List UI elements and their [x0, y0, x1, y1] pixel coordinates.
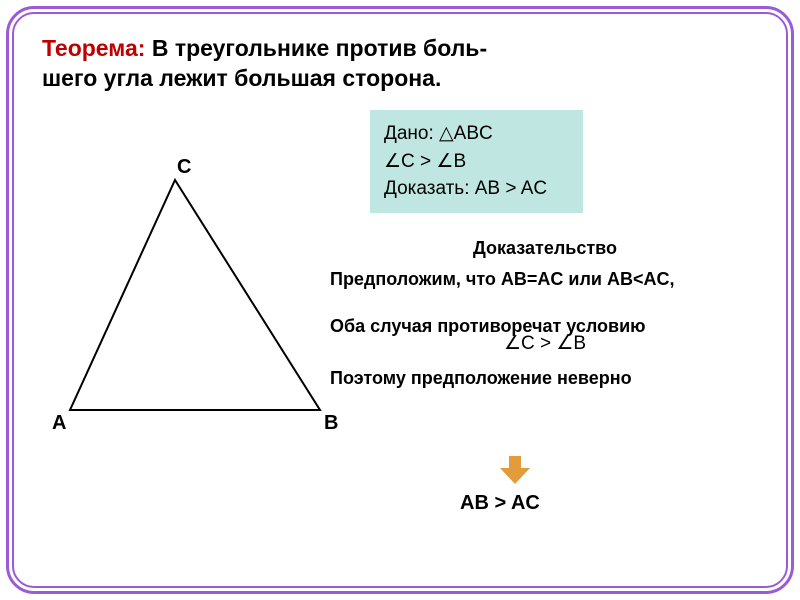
title-highlight: Теорема:: [42, 35, 145, 61]
proof-conclusion: AB > AC: [460, 492, 540, 515]
title-line1-rest: В треугольнике против боль-: [145, 35, 487, 61]
given-box: Дано: △ABC ∠C > ∠B Доказать: AB > AC: [370, 110, 583, 213]
given-line3: Доказать: AB > AC: [384, 175, 547, 203]
given-line2: ∠C > ∠B: [384, 148, 547, 176]
vertex-label-C: C: [177, 156, 191, 179]
theorem-title: Теорема: В треугольнике против боль-: [42, 34, 758, 64]
arrow-shape: [500, 456, 530, 484]
arrow-down-icon: [500, 456, 530, 484]
proof-assume: Предположим, что AB=AC или AB<AC,: [330, 266, 760, 293]
proof-block: Доказательство Предположим, что AB=AC ил…: [330, 235, 760, 412]
given-line1: Дано: △ABC: [384, 120, 547, 148]
triangle-diagram: A B C: [60, 160, 340, 440]
triangle-shape: [70, 180, 320, 410]
vertex-label-A: A: [52, 412, 66, 435]
triangle-svg: [60, 160, 340, 440]
proof-heading: Доказательство: [330, 235, 760, 262]
vertex-label-B: B: [324, 412, 338, 435]
proof-therefore: Поэтому предположение неверно: [330, 365, 760, 392]
title-line2: шего угла лежит большая сторона.: [42, 64, 758, 94]
